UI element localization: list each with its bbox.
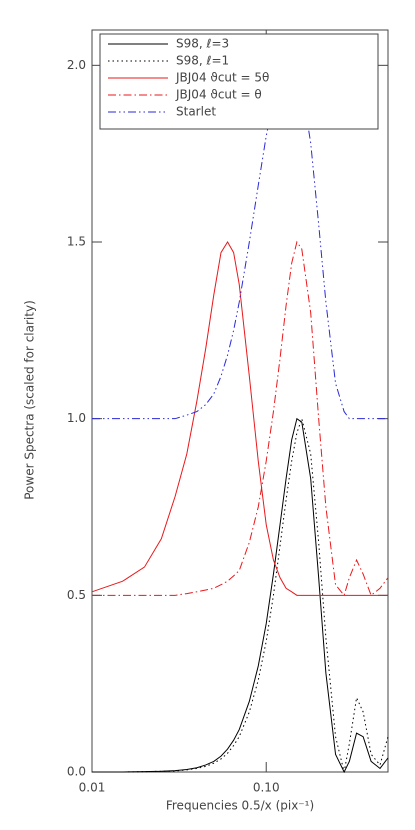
y-tick-label: 1.5 — [67, 235, 86, 249]
legend-label: S98, ℓ=3 — [176, 37, 229, 51]
legend-label: Starlet — [176, 105, 216, 119]
legend-label: JBJ04 ϑcut = 5θ — [175, 71, 269, 85]
legend-box — [99, 33, 379, 130]
x-axis-label: Frequencies 0.5/x (pix⁻¹) — [166, 799, 314, 813]
y-tick-label: 2.0 — [67, 58, 86, 72]
series-line — [92, 416, 389, 773]
legend-label: JBJ04 ϑcut = θ — [175, 88, 262, 102]
series-line — [91, 241, 388, 596]
y-axis-label: Power Spectra (scaled for clarity) — [23, 300, 37, 500]
y-tick-label: 0.0 — [67, 765, 86, 779]
legend-label: S98, ℓ=1 — [176, 54, 229, 68]
x-tick-label: 0.01 — [79, 781, 106, 795]
series-line — [92, 240, 389, 597]
y-tick-label: 1.0 — [67, 411, 86, 425]
series-line — [92, 417, 389, 774]
x-tick-label: 0.10 — [253, 781, 280, 795]
plot-frame — [91, 29, 389, 773]
y-tick-label: 0.5 — [67, 588, 86, 602]
